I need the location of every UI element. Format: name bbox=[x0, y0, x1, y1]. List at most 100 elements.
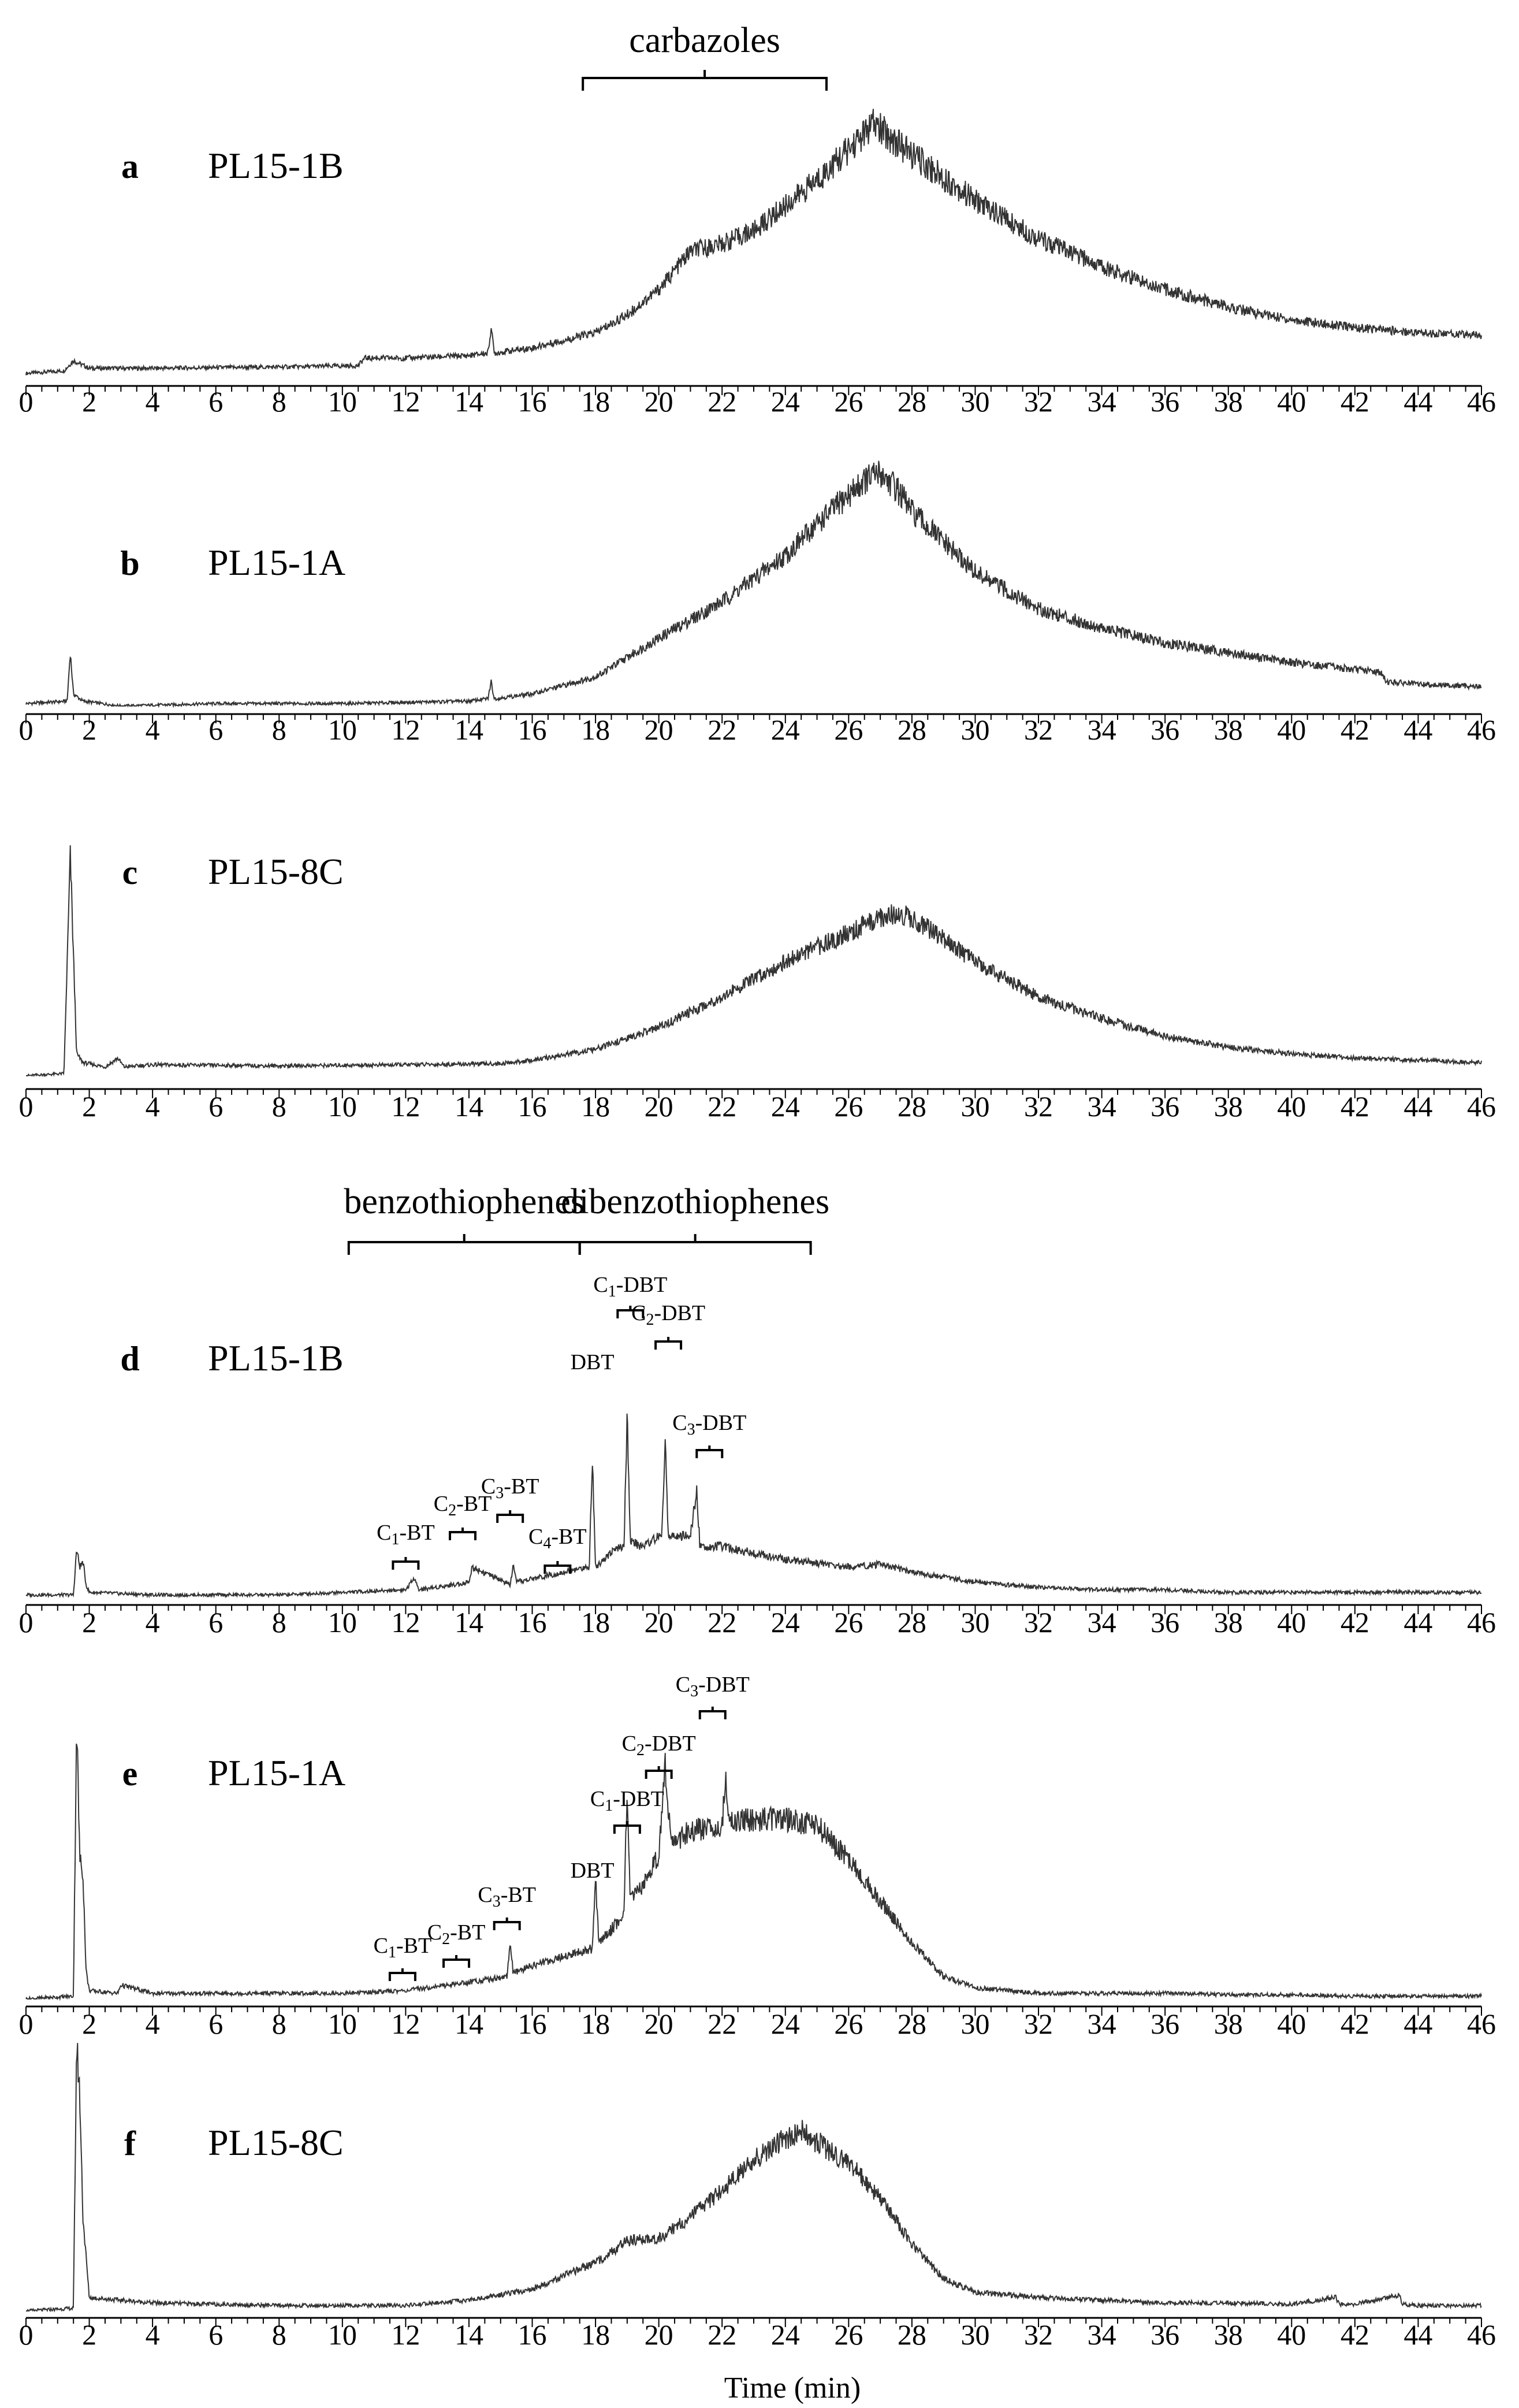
x-tick-label: 16 bbox=[518, 1090, 547, 1123]
x-tick-label: 22 bbox=[708, 1090, 736, 1123]
x-tick-label: 46 bbox=[1467, 714, 1496, 746]
x-tick-label: 30 bbox=[960, 2008, 989, 2040]
x-tick-label: 26 bbox=[834, 2008, 863, 2040]
x-tick-label: 40 bbox=[1277, 1606, 1306, 1638]
group-bracket bbox=[347, 1234, 581, 1255]
x-tick-label: 8 bbox=[272, 2008, 286, 2040]
x-tick-label: 14 bbox=[455, 2318, 483, 2351]
panel-c: 0 2 4 6 8 10 12 14 16 18 20 22 24 26 28 30 32 34 36 38 40 42 4… bbox=[19, 845, 1496, 1123]
group-bracket bbox=[582, 70, 828, 91]
peak-label: C3-DBT bbox=[676, 1673, 750, 1700]
peak-label: C3-BT bbox=[478, 1883, 536, 1911]
peak-label: DBT bbox=[571, 1859, 615, 1883]
panel-title: PL15-1B bbox=[208, 1337, 344, 1378]
x-tick-label: 8 bbox=[272, 385, 286, 418]
x-tick-label: 44 bbox=[1403, 1090, 1432, 1123]
x-tick-label: 36 bbox=[1151, 1606, 1179, 1638]
x-tick-label: 46 bbox=[1467, 385, 1496, 418]
x-tick-label: 0 bbox=[19, 714, 33, 746]
x-tick-label: 2 bbox=[82, 2318, 96, 2351]
x-tick-label: 46 bbox=[1467, 1606, 1496, 1638]
panel-title: PL15-1B bbox=[208, 145, 344, 186]
x-tick-label: 20 bbox=[645, 1606, 673, 1638]
x-tick-label: 32 bbox=[1024, 1606, 1053, 1638]
x-tick-label: 10 bbox=[328, 385, 357, 418]
panel-title: PL15-1A bbox=[208, 542, 345, 583]
x-tick-label: 6 bbox=[209, 2008, 223, 2040]
x-tick-label: 22 bbox=[708, 2008, 736, 2040]
x-tick-label: 18 bbox=[581, 2008, 610, 2040]
x-tick-label: 18 bbox=[581, 714, 610, 746]
peak-bracket bbox=[496, 1510, 524, 1523]
x-tick-label: 28 bbox=[898, 1606, 926, 1638]
x-tick-label: 6 bbox=[209, 2318, 223, 2351]
x-tick-label: 14 bbox=[455, 1090, 483, 1123]
x-tick-label: 38 bbox=[1214, 2008, 1243, 2040]
peak-label: C2-DBT bbox=[631, 1301, 705, 1329]
x-tick-label: 0 bbox=[19, 1090, 33, 1123]
x-tick-label: 18 bbox=[581, 385, 610, 418]
x-tick-label: 20 bbox=[645, 2318, 673, 2351]
x-tick-label: 22 bbox=[708, 714, 736, 746]
x-tick-label: 4 bbox=[146, 385, 160, 418]
x-tick-label: 12 bbox=[391, 2318, 420, 2351]
x-tick-label: 28 bbox=[898, 2318, 926, 2351]
group-label: dibenzothiophenes bbox=[561, 1182, 829, 1221]
x-tick-label: 46 bbox=[1467, 1090, 1496, 1123]
x-tick-label: 2 bbox=[82, 2008, 96, 2040]
x-tick-label: 30 bbox=[960, 385, 989, 418]
peak-label: C1-BT bbox=[377, 1521, 435, 1548]
x-tick-label: 42 bbox=[1341, 714, 1369, 746]
x-tick-label: 32 bbox=[1024, 385, 1053, 418]
x-tick-label: 4 bbox=[146, 1090, 160, 1123]
x-tick-label: 38 bbox=[1214, 2318, 1243, 2351]
x-tick-label: 36 bbox=[1151, 2008, 1179, 2040]
x-tick-label: 12 bbox=[391, 714, 420, 746]
x-tick-label: 14 bbox=[455, 2008, 483, 2040]
x-tick-label: 18 bbox=[581, 1090, 610, 1123]
x-tick-label: 6 bbox=[209, 1090, 223, 1123]
x-tick-label: 0 bbox=[19, 2008, 33, 2040]
x-tick-label: 10 bbox=[328, 1090, 357, 1123]
x-tick-label: 20 bbox=[645, 2008, 673, 2040]
x-tick-label: 6 bbox=[209, 385, 223, 418]
chromatogram-trace bbox=[25, 1744, 1482, 2001]
x-tick-label: 20 bbox=[645, 385, 673, 418]
x-tick-label: 8 bbox=[272, 1090, 286, 1123]
x-tick-label: 8 bbox=[272, 714, 286, 746]
x-tick-label: 30 bbox=[960, 1090, 989, 1123]
x-tick-label: 32 bbox=[1024, 2008, 1053, 2040]
x-tick-label: 34 bbox=[1088, 1606, 1116, 1638]
panel-title: PL15-8C bbox=[208, 851, 344, 892]
x-tick-label: 46 bbox=[1467, 2318, 1496, 2351]
x-tick-label: 26 bbox=[834, 385, 863, 418]
peak-bracket bbox=[392, 1557, 420, 1570]
x-tick-label: 44 bbox=[1403, 714, 1432, 746]
x-tick-label: 42 bbox=[1341, 1606, 1369, 1638]
x-tick-label: 32 bbox=[1024, 1090, 1053, 1123]
x-tick-label: 38 bbox=[1214, 714, 1243, 746]
x-tick-label: 12 bbox=[391, 385, 420, 418]
x-tick-label: 24 bbox=[771, 2318, 800, 2351]
panel-e: 0 2 4 6 8 10 12 14 16 18 20 22 24 26 28 30 32 34 36 38 40 42 4… bbox=[19, 1673, 1496, 2040]
x-tick-label: 28 bbox=[898, 1090, 926, 1123]
x-tick-label: 24 bbox=[771, 1090, 800, 1123]
x-tick-label: 2 bbox=[82, 385, 96, 418]
panel-a: 0 2 4 6 8 10 12 14 16 18 20 22 24 26 28 30 32 34 36 38 40 42 4… bbox=[19, 21, 1496, 418]
peak-label: C2-DBT bbox=[622, 1731, 696, 1759]
x-tick-label: 4 bbox=[146, 714, 160, 746]
peak-bracket bbox=[543, 1561, 572, 1574]
x-tick-label: 0 bbox=[19, 1606, 33, 1638]
x-tick-label: 44 bbox=[1403, 1606, 1432, 1638]
x-tick-label: 10 bbox=[328, 1606, 357, 1638]
x-tick-label: 12 bbox=[391, 2008, 420, 2040]
peak-bracket bbox=[698, 1707, 727, 1719]
x-tick-label: 34 bbox=[1088, 2008, 1116, 2040]
peak-label: C3-BT bbox=[481, 1474, 539, 1502]
peak-bracket bbox=[695, 1445, 724, 1458]
x-tick-label: 2 bbox=[82, 714, 96, 746]
panel-f: 0 2 4 6 8 10 12 14 16 18 20 22 24 26 28 30 32 34 36 38 40 42 4… bbox=[19, 2043, 1496, 2351]
x-tick-label: 16 bbox=[518, 714, 547, 746]
x-tick-label: 14 bbox=[455, 714, 483, 746]
